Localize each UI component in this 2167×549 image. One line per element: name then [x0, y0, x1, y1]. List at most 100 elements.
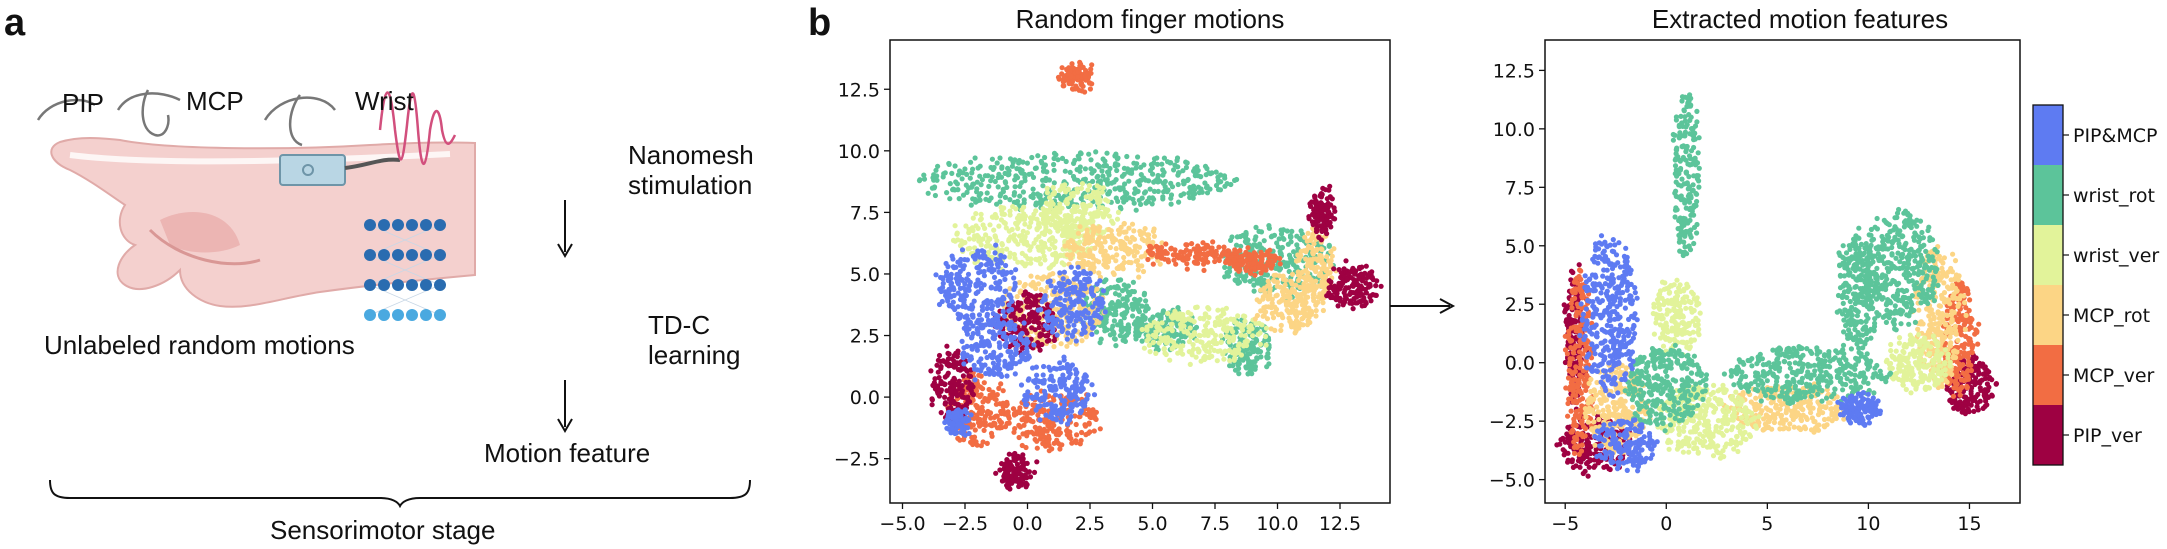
scatter-point [1310, 211, 1316, 217]
scatter-point [1005, 165, 1011, 171]
scatter-point [1299, 302, 1305, 308]
plot2-title: Extracted motion features [1651, 4, 1949, 34]
scatter-point [1018, 307, 1024, 313]
scatter-point [943, 260, 949, 267]
scatter-point [1080, 320, 1086, 326]
scatter-point [1113, 343, 1119, 349]
scatter-point [956, 196, 962, 202]
scatter-point [963, 223, 969, 229]
scatter-point [1026, 410, 1032, 416]
scatter-point [1096, 228, 1102, 234]
scatter-point [1271, 257, 1278, 264]
scatter-point [1314, 226, 1320, 232]
scatter-point [1028, 256, 1034, 262]
scatter-point [1120, 302, 1126, 308]
scatter-point [1063, 307, 1069, 313]
scatter-point [1169, 328, 1175, 334]
scatter-point [1054, 428, 1061, 434]
scatter-point [1090, 324, 1096, 330]
scatter-point [959, 176, 965, 182]
scatter-point [1007, 197, 1013, 203]
scatter-point [1150, 339, 1157, 345]
scatter-point [1124, 236, 1130, 242]
scatter-point [1012, 467, 1018, 473]
scatter-point [1012, 157, 1018, 163]
scatter-point [1131, 200, 1137, 206]
scatter-point [1318, 223, 1324, 229]
learning-label-2: learning [648, 340, 741, 370]
scatter-point [1161, 328, 1167, 334]
scatter-point [988, 415, 994, 421]
scatter-point [1126, 246, 1132, 253]
scatter-point [976, 359, 982, 365]
scatter-point [1044, 315, 1050, 321]
scatter-point [1210, 239, 1216, 245]
scatter-point [1328, 249, 1334, 255]
scatter-point [1115, 209, 1122, 215]
scatter-point [1290, 320, 1297, 327]
scatter-point [1160, 310, 1166, 316]
scatter-point [996, 223, 1002, 229]
scatter-point [1309, 199, 1315, 205]
scatter-point [946, 291, 952, 297]
scatter-point [1143, 305, 1149, 311]
scatter-point [1305, 243, 1312, 249]
scatter-point [1221, 356, 1227, 362]
scatter-point [1086, 240, 1092, 246]
scatter-point [1080, 213, 1086, 219]
scatter-point [1025, 389, 1031, 395]
scatter-point [972, 427, 978, 433]
scatter-point [970, 181, 976, 187]
scatter-point [1265, 278, 1271, 284]
scatter-point [1042, 154, 1048, 161]
scatter-point [1265, 351, 1271, 357]
scatter-point [1089, 215, 1095, 221]
neural-network [364, 219, 446, 321]
scatter-point [950, 299, 956, 305]
scatter-point [945, 370, 951, 376]
scatter-point [1057, 365, 1063, 371]
scatter-point [955, 259, 961, 265]
scatter-point [1121, 221, 1127, 227]
scatter-point [994, 392, 1000, 398]
scatter-point [1004, 373, 1010, 379]
scatter-point [1121, 254, 1127, 261]
scatter-point [1296, 257, 1302, 263]
scatter-point [1283, 300, 1289, 306]
scatter-point [1105, 191, 1111, 197]
scatter-point [1104, 150, 1110, 156]
scatter-point [1021, 200, 1027, 206]
scatter-point [1040, 183, 1046, 189]
scatter-point [974, 232, 980, 239]
scatter-point [1139, 263, 1145, 269]
scatter-point [1088, 66, 1094, 72]
scatter-point [1298, 248, 1304, 254]
scatter-point [1144, 338, 1150, 344]
scatter-point [1011, 236, 1017, 243]
scatter-point [1031, 319, 1037, 325]
scatter-point [996, 320, 1002, 326]
scatter-point [1175, 305, 1181, 311]
scatter-point [1042, 323, 1048, 329]
scatter-point [1224, 270, 1230, 276]
scatter-point [973, 199, 979, 205]
scatter-point [1343, 258, 1349, 264]
scatter-point [968, 343, 974, 350]
scatter-point [1163, 241, 1169, 247]
scatter-point [1080, 292, 1086, 298]
scatter-point [1042, 289, 1048, 295]
scatter-point [1083, 432, 1089, 438]
scatter-point [942, 400, 949, 406]
scatter-point [1184, 261, 1190, 267]
scatter-point [1183, 247, 1189, 253]
scatter-point [963, 292, 969, 299]
scatter-point [937, 387, 943, 393]
scatter-point [1247, 278, 1253, 284]
scatter-point [1195, 184, 1202, 190]
scatter-point [973, 402, 979, 408]
scatter-point [1151, 156, 1158, 162]
scatter-point [1054, 332, 1060, 338]
scatter-point [1126, 225, 1132, 231]
scatter-point [1168, 321, 1174, 327]
scatter-point [1003, 262, 1009, 269]
